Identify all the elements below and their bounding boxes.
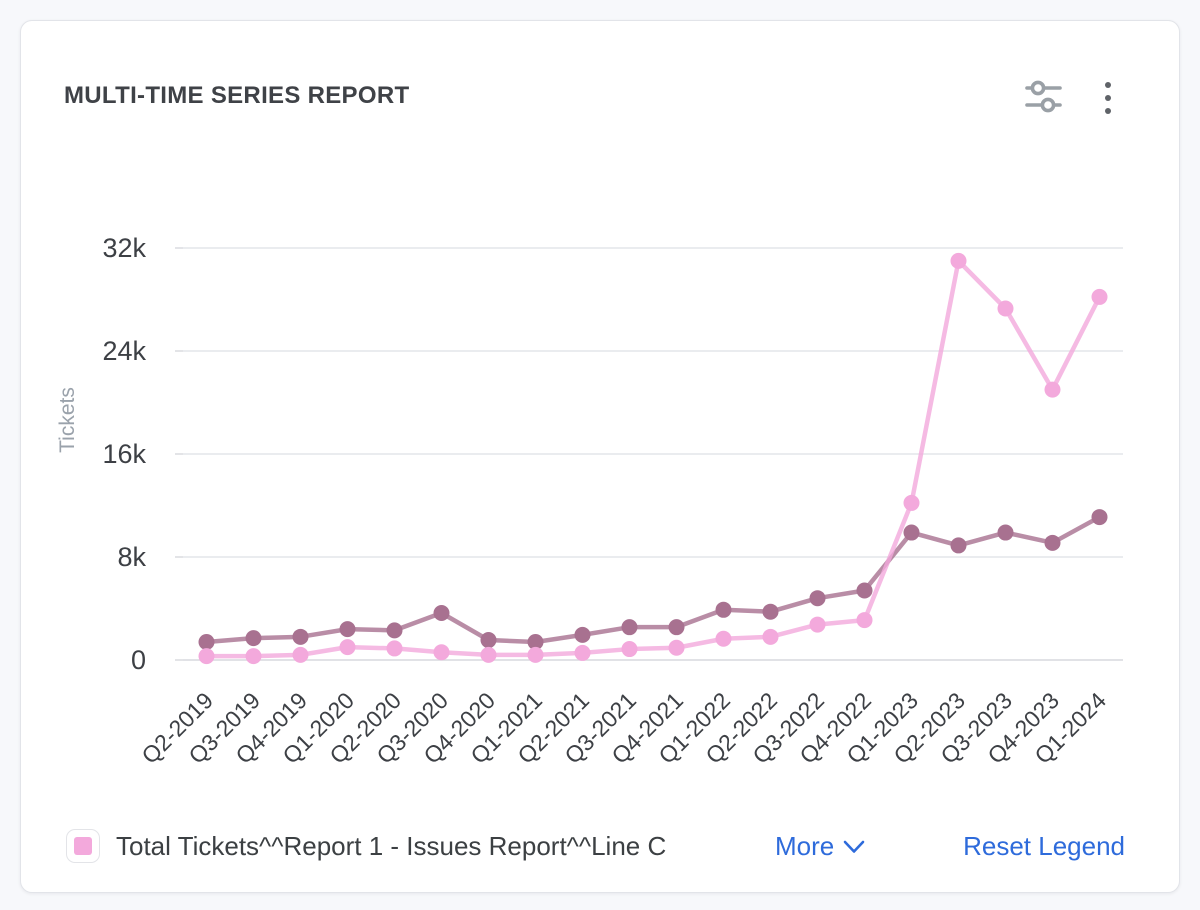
data-point-s0-4[interactable]: [386, 622, 403, 639]
data-point-s0-13[interactable]: [809, 590, 826, 607]
data-point-s0-10[interactable]: [668, 619, 685, 636]
legend-swatch-fill: [74, 837, 92, 855]
data-point-s0-12[interactable]: [762, 603, 779, 620]
data-point-s0-3[interactable]: [339, 621, 356, 638]
data-point-s0-15[interactable]: [903, 524, 920, 541]
y-axis-label: 8k: [117, 542, 146, 572]
data-point-s1-3[interactable]: [339, 639, 356, 656]
data-point-s1-1[interactable]: [245, 648, 262, 665]
data-point-s1-5[interactable]: [433, 644, 450, 661]
page-title: MULTI-TIME SERIES REPORT: [64, 82, 410, 109]
data-point-s1-18[interactable]: [1044, 381, 1061, 398]
data-point-s1-13[interactable]: [809, 616, 826, 633]
data-point-s1-8[interactable]: [574, 644, 591, 661]
data-point-s1-19[interactable]: [1091, 288, 1108, 305]
data-point-s1-12[interactable]: [762, 628, 779, 645]
data-point-s0-9[interactable]: [621, 619, 638, 636]
data-point-s0-17[interactable]: [997, 524, 1014, 541]
legend-more-label: More: [775, 831, 835, 861]
data-point-s1-0[interactable]: [198, 648, 215, 665]
data-point-s1-14[interactable]: [856, 612, 873, 629]
data-point-s0-7[interactable]: [527, 633, 544, 650]
data-point-s1-11[interactable]: [715, 630, 732, 647]
legend-item-label: Total Tickets^^Report 1 - Issues Report^…: [116, 830, 667, 861]
reset-legend-button[interactable]: Reset Legend: [963, 831, 1125, 861]
data-point-s1-17[interactable]: [997, 300, 1014, 317]
data-point-s1-7[interactable]: [527, 646, 544, 663]
chevron-down-icon: [843, 840, 865, 853]
filter-sliders-icon[interactable]: [1020, 76, 1066, 120]
data-point-s1-2[interactable]: [292, 646, 309, 663]
legend: Total Tickets^^Report 1 - Issues Report^…: [66, 826, 666, 866]
data-point-s1-6[interactable]: [480, 646, 497, 663]
data-point-s0-11[interactable]: [715, 601, 732, 618]
series-line-0: [204, 514, 1102, 645]
data-point-s0-8[interactable]: [574, 626, 591, 643]
data-point-s1-10[interactable]: [668, 639, 685, 656]
y-axis-title: Tickets: [56, 387, 79, 453]
y-axis-label: 0: [131, 645, 146, 675]
data-point-s0-2[interactable]: [292, 628, 309, 645]
legend-swatch[interactable]: [66, 829, 100, 863]
y-axis-label: 32k: [102, 233, 146, 263]
data-point-s0-18[interactable]: [1044, 534, 1061, 551]
data-point-s0-6[interactable]: [480, 632, 497, 649]
data-point-s0-14[interactable]: [856, 582, 873, 599]
data-point-s1-4[interactable]: [386, 640, 403, 657]
report-card: [20, 20, 1180, 893]
data-point-s0-5[interactable]: [433, 605, 450, 622]
kebab-menu-icon[interactable]: [1094, 76, 1122, 120]
data-point-s1-9[interactable]: [621, 641, 638, 658]
data-point-s0-16[interactable]: [950, 537, 967, 554]
legend-more-button[interactable]: More: [775, 831, 865, 862]
series-line-1: [204, 258, 1102, 659]
data-point-s0-19[interactable]: [1091, 509, 1108, 526]
y-axis-label: 16k: [102, 439, 146, 469]
data-point-s0-1[interactable]: [245, 630, 262, 647]
data-point-s0-0[interactable]: [198, 633, 215, 650]
data-point-s1-16[interactable]: [950, 252, 967, 269]
y-axis-label: 24k: [102, 336, 146, 366]
data-point-s1-15[interactable]: [903, 494, 920, 511]
